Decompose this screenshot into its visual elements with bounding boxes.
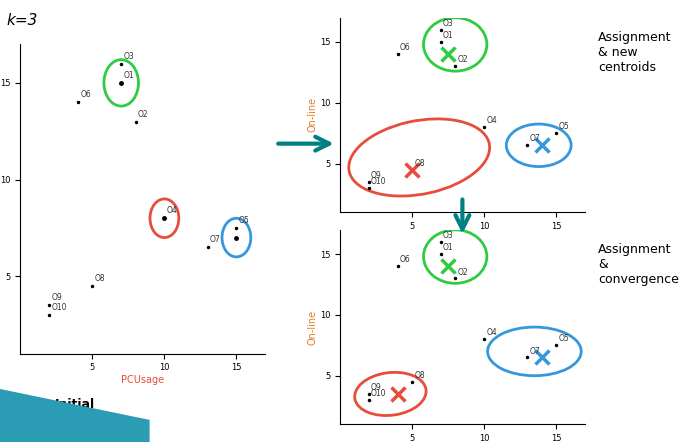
Text: Assignment
&
convergence: Assignment & convergence	[598, 243, 679, 286]
Text: O5: O5	[558, 122, 569, 131]
Text: O10: O10	[52, 303, 67, 312]
Text: O1: O1	[443, 244, 454, 252]
Text: O6: O6	[80, 90, 91, 99]
Text: O4: O4	[486, 116, 497, 125]
Y-axis label: On-line: On-line	[307, 97, 317, 133]
X-axis label: PCUsage: PCUsage	[121, 375, 165, 385]
Text: O7: O7	[209, 235, 220, 244]
Text: O2: O2	[138, 110, 148, 118]
Text: O2: O2	[458, 56, 468, 65]
Text: O3: O3	[443, 19, 454, 28]
Text: O5: O5	[239, 216, 250, 225]
Text: O3: O3	[123, 52, 134, 61]
Text: O7: O7	[529, 347, 540, 356]
Text: O4: O4	[167, 206, 177, 215]
Text: O10: O10	[371, 177, 386, 186]
Text: O8: O8	[95, 274, 105, 283]
Text: O3: O3	[443, 231, 454, 240]
Text: O9: O9	[371, 383, 381, 392]
Text: O10: O10	[371, 389, 386, 398]
Text: O1: O1	[443, 31, 454, 40]
Text: Initial
centroids: Initial centroids	[54, 398, 120, 426]
Text: O9: O9	[371, 171, 381, 180]
Text: O6: O6	[400, 43, 411, 52]
Text: Assignment
& new
centroids: Assignment & new centroids	[598, 31, 672, 74]
Y-axis label: On-line: On-line	[307, 309, 317, 345]
Text: O9: O9	[52, 293, 62, 302]
Text: O4: O4	[486, 328, 497, 337]
Text: O7: O7	[529, 134, 540, 144]
Text: O5: O5	[558, 335, 569, 343]
Text: k=3: k=3	[7, 13, 38, 28]
Text: O8: O8	[414, 159, 425, 168]
Text: O6: O6	[400, 255, 411, 264]
Text: O1: O1	[123, 71, 134, 80]
Text: O2: O2	[458, 268, 468, 277]
Text: O8: O8	[414, 371, 425, 380]
